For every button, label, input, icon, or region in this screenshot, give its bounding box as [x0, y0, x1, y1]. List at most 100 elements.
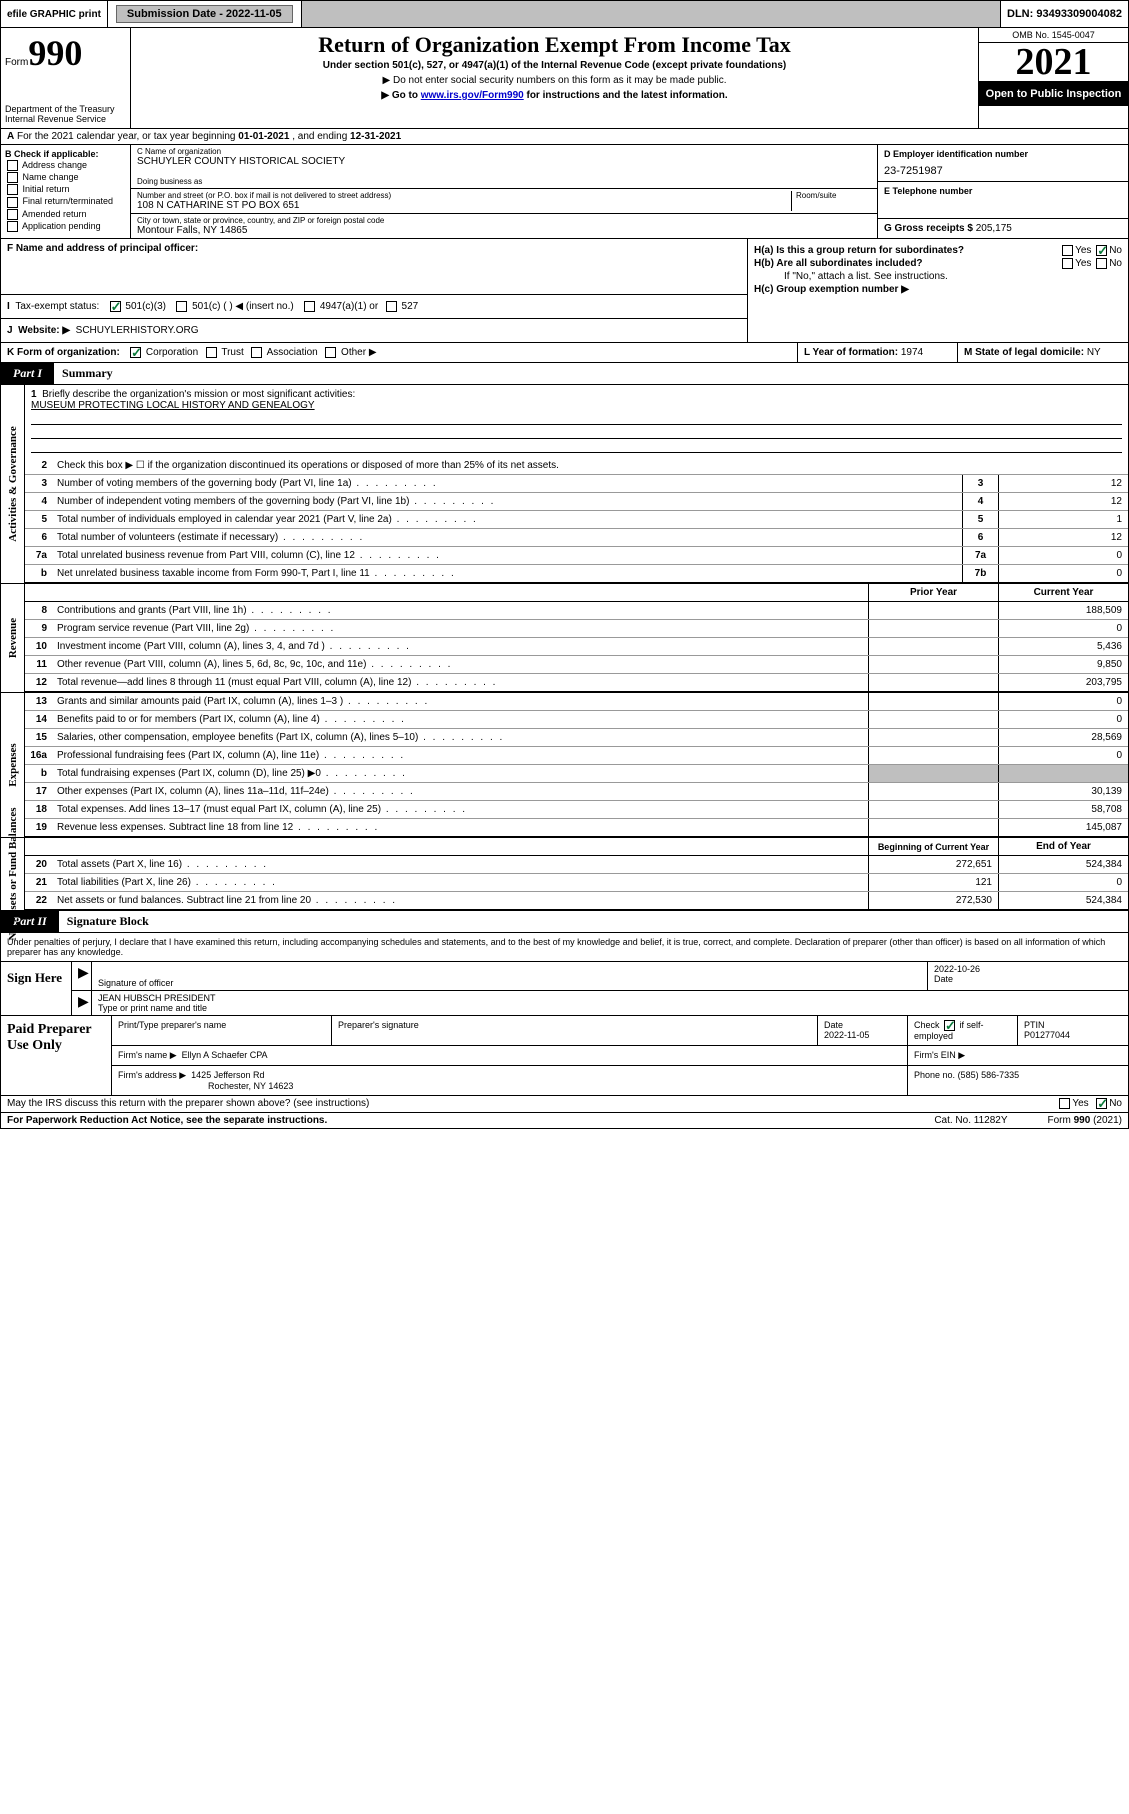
firm-phone: (585) 586-7335 [958, 1070, 1020, 1080]
m-cell: M State of legal domicile: NY [958, 343, 1128, 362]
row-j: J Website: ▶ SCHUYLERHISTORY.ORG [1, 318, 747, 342]
irs-label: Internal Revenue Service [5, 114, 126, 124]
discuss-yes[interactable] [1059, 1098, 1070, 1109]
sign-here-label: Sign Here [1, 962, 71, 1015]
row-i: I Tax-exempt status: 501(c)(3) 501(c) ( … [1, 294, 747, 318]
ein-label: D Employer identification number [884, 149, 1122, 159]
k-cell: K Form of organization: Corporation Trus… [1, 343, 798, 362]
part2-title: Signature Block [59, 911, 157, 932]
preparer-sig-header: Preparer's signature [332, 1016, 818, 1045]
paid-label: Paid Preparer Use Only [1, 1016, 111, 1095]
paid-preparer-section: Paid Preparer Use Only Print/Type prepar… [1, 1015, 1128, 1095]
gov-line: 6Total number of volunteers (estimate if… [25, 529, 1128, 547]
ptin-value: P01277044 [1024, 1030, 1070, 1040]
chk-501c[interactable] [176, 301, 187, 312]
ha-yes[interactable] [1062, 245, 1073, 256]
hb-note: If "No," attach a list. See instructions… [754, 271, 1122, 282]
side-rev: Revenue [1, 584, 25, 692]
pra-notice: For Paperwork Reduction Act Notice, see … [7, 1115, 327, 1126]
f-label: F Name and address of principal officer: [7, 243, 198, 254]
form-subtitle: Under section 501(c), 527, or 4947(a)(1)… [139, 60, 970, 71]
na-line: 20Total assets (Part X, line 16)272,6515… [25, 856, 1128, 874]
gross-label: G Gross receipts $ [884, 223, 973, 234]
chk-app-pending[interactable]: Application pending [5, 221, 126, 232]
tax-year: 2021 [979, 43, 1128, 82]
part2-header: Part II Signature Block [0, 911, 1129, 933]
col-h: H(a) Is this a group return for subordin… [748, 239, 1128, 342]
efile-label: efile GRAPHIC print [1, 1, 108, 27]
form-number: Form990 [5, 32, 126, 74]
dba-label: Doing business as [137, 177, 871, 186]
officer-name: JEAN HUBSCH PRESIDENT [98, 993, 1122, 1003]
sig-date: 2022-10-26 [934, 964, 1122, 974]
part1-label: Part I [1, 363, 54, 384]
mission-block: 1 Briefly describe the organization's mi… [25, 385, 1128, 457]
org-name: SCHUYLER COUNTY HISTORICAL SOCIETY [137, 156, 871, 167]
exp-line: 13Grants and similar amounts paid (Part … [25, 693, 1128, 711]
firm-name: Ellyn A Schaefer CPA [182, 1050, 268, 1060]
officer-name-label: Type or print name and title [98, 1003, 1122, 1013]
col-d: D Employer identification number 23-7251… [878, 145, 1128, 238]
row-klm: K Form of organization: Corporation Trus… [0, 343, 1129, 363]
exp-line: 15Salaries, other compensation, employee… [25, 729, 1128, 747]
part1-header: Part I Summary [0, 363, 1129, 385]
gov-line: 5Total number of individuals employed in… [25, 511, 1128, 529]
phone-label: E Telephone number [884, 186, 1122, 196]
begin-year-header: Beginning of Current Year [868, 838, 998, 855]
chk-amended[interactable]: Amended return [5, 209, 126, 220]
city-label: City or town, state or province, country… [137, 216, 871, 225]
discuss-question: May the IRS discuss this return with the… [7, 1098, 369, 1109]
col-f: F Name and address of principal officer:… [1, 239, 748, 342]
hb-yes[interactable] [1062, 258, 1073, 269]
chk-4947[interactable] [304, 301, 315, 312]
gov-line: 2Check this box ▶ ☐ if the organization … [25, 457, 1128, 475]
sig-officer-label: Signature of officer [98, 978, 921, 988]
rev-line: 11Other revenue (Part VIII, column (A), … [25, 656, 1128, 674]
gov-line: 4Number of independent voting members of… [25, 493, 1128, 511]
topbar-spacer [302, 1, 1001, 27]
chk-assoc[interactable] [251, 347, 262, 358]
prep-date-label: Date [824, 1020, 843, 1030]
chk-selfemp[interactable] [944, 1020, 955, 1031]
exp-section: Expenses 13Grants and similar amounts pa… [0, 693, 1129, 838]
form-note1: ▶ Do not enter social security numbers o… [139, 75, 970, 86]
chk-527[interactable] [386, 301, 397, 312]
chk-address-change[interactable]: Address change [5, 160, 126, 171]
website-value: SCHUYLERHISTORY.ORG [76, 325, 199, 336]
rev-header-row: Prior Year Current Year [25, 584, 1128, 602]
header-left: Form990 Department of the Treasury Inter… [1, 28, 131, 128]
section-bcdeg: B Check if applicable: Address change Na… [0, 145, 1129, 239]
arrow-icon: ▶ [78, 964, 89, 980]
chk-name-change[interactable]: Name change [5, 172, 126, 183]
form-ref: Form 990 (2021) [1048, 1115, 1122, 1126]
footer-discuss: May the IRS discuss this return with the… [0, 1096, 1129, 1112]
gov-section: Activities & Governance 1 Briefly descri… [0, 385, 1129, 584]
chk-corp[interactable] [130, 347, 141, 358]
dept-treasury: Department of the Treasury [5, 104, 126, 114]
form990-link[interactable]: www.irs.gov/Form990 [421, 90, 524, 101]
chk-trust[interactable] [206, 347, 217, 358]
discuss-no[interactable] [1096, 1098, 1107, 1109]
rev-line: 9Program service revenue (Part VIII, lin… [25, 620, 1128, 638]
chk-501c3[interactable] [110, 301, 121, 312]
end-year-header: End of Year [998, 838, 1128, 855]
sig-date-label: Date [934, 974, 1122, 984]
preparer-name-header: Print/Type preparer's name [112, 1016, 332, 1045]
exp-line: bTotal fundraising expenses (Part IX, co… [25, 765, 1128, 783]
open-inspection: Open to Public Inspection [979, 82, 1128, 106]
org-address: 108 N CATHARINE ST PO BOX 651 [137, 200, 791, 211]
ha-line: H(a) Is this a group return for subordin… [754, 245, 1122, 256]
ha-no[interactable] [1096, 245, 1107, 256]
hb-no[interactable] [1096, 258, 1107, 269]
prior-year-header: Prior Year [868, 584, 998, 601]
na-line: 21Total liabilities (Part X, line 26)121… [25, 874, 1128, 892]
header-right: OMB No. 1545-0047 2021 Open to Public In… [978, 28, 1128, 128]
signature-section: Under penalties of perjury, I declare th… [0, 933, 1129, 1096]
city-block: City or town, state or province, country… [131, 214, 877, 238]
mission-text: MUSEUM PROTECTING LOCAL HISTORY AND GENE… [31, 400, 315, 411]
header-mid: Return of Organization Exempt From Incom… [131, 28, 978, 128]
chk-other[interactable] [325, 347, 336, 358]
topbar: efile GRAPHIC print Submission Date - 20… [0, 0, 1129, 28]
chk-initial-return[interactable]: Initial return [5, 184, 126, 195]
chk-final-return[interactable]: Final return/terminated [5, 196, 126, 207]
